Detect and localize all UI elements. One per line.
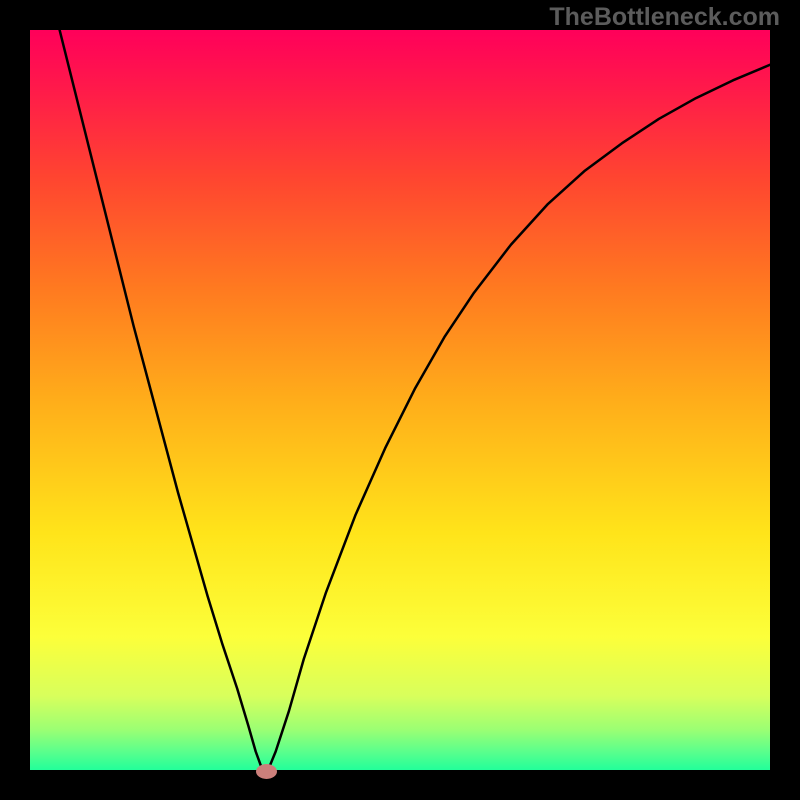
- frame-left: [0, 0, 30, 800]
- frame-bottom: [0, 770, 800, 800]
- minimum-marker: [256, 764, 277, 779]
- watermark-text: TheBottleneck.com: [549, 3, 780, 32]
- curve-path: [60, 30, 770, 770]
- plot-area: [30, 30, 770, 770]
- chart-root: TheBottleneck.com: [0, 0, 800, 800]
- frame-right: [770, 0, 800, 800]
- bottleneck-curve: [30, 30, 770, 770]
